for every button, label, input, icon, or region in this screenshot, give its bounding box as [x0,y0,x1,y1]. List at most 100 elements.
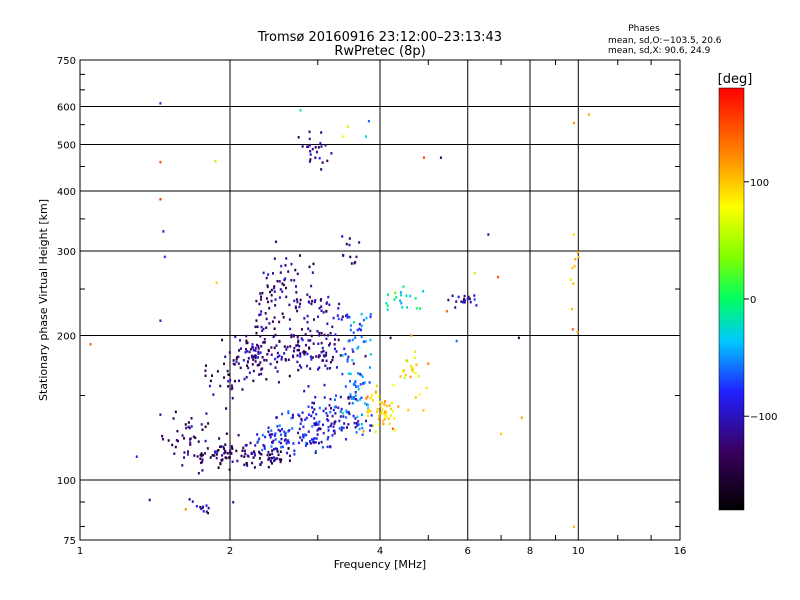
data-point [278,320,281,324]
data-point [256,364,259,367]
data-point [300,328,303,331]
data-point [393,417,396,420]
data-point [405,359,408,362]
data-point [288,303,291,307]
data-point [268,322,271,325]
data-point [357,345,360,349]
data-point [381,401,384,404]
data-point [325,337,328,341]
data-point [184,508,187,511]
data-point [278,280,281,283]
data-point [362,340,365,343]
data-point [248,350,251,354]
data-point [300,366,303,369]
data-point [245,462,248,465]
data-point [230,387,233,391]
data-point [281,282,284,285]
y-tick-label: 750 [57,56,76,67]
data-point [216,450,219,453]
data-point [572,525,575,529]
data-point [255,299,258,303]
data-point [335,366,338,369]
data-point [223,376,226,379]
data-point [356,347,359,350]
data-point [295,291,298,294]
data-point [245,443,248,447]
data-point [224,456,227,459]
data-point [355,421,358,425]
x-axis-label: Frequency [MHz] [334,558,426,571]
data-point [228,351,231,354]
data-point [320,341,323,345]
data-point [333,347,336,351]
data-point [355,255,358,259]
data-point [283,352,286,355]
data-point [362,429,365,433]
data-point [159,413,162,416]
data-point [312,262,315,266]
data-point [318,334,321,337]
data-point [332,316,335,320]
data-point [352,321,355,324]
data-point [333,405,336,409]
data-point [323,383,326,387]
data-point [265,326,268,329]
data-point [295,344,298,347]
data-point [299,352,302,355]
data-point [353,382,356,386]
data-point [223,362,226,366]
data-point [266,285,269,289]
data-point [367,119,370,123]
data-point [342,415,345,418]
data-point [331,356,334,359]
data-point [159,102,162,105]
data-point [388,422,391,426]
data-point [395,296,398,299]
data-point [405,294,408,298]
data-point [256,325,259,328]
data-point [403,376,406,380]
data-point [246,350,249,353]
data-point [266,284,269,287]
data-point [175,438,178,442]
data-point [212,393,215,396]
data-point [455,300,458,303]
data-point [233,363,236,366]
data-point [252,355,255,359]
data-point [192,435,195,439]
data-point [283,432,286,435]
data-point [215,453,218,456]
data-point [292,442,295,445]
data-point [259,463,262,467]
data-point [312,401,315,405]
data-point [333,422,336,425]
data-point [326,159,329,163]
data-point [239,339,242,342]
data-point [318,366,321,369]
data-point [571,266,574,270]
data-point [399,375,402,378]
data-point [287,270,290,273]
data-point [288,318,291,321]
data-point [321,446,324,449]
data-point [258,302,261,306]
data-point [285,442,288,445]
data-point [290,335,293,339]
data-point [338,427,341,430]
colorbar-ticks: 100 0 −100 [744,178,777,423]
data-point [263,341,266,344]
data-point [220,445,223,448]
data-point [320,145,323,148]
data-point [574,257,577,261]
data-point [296,354,299,357]
data-point [159,319,162,322]
data-point [260,461,263,464]
data-point [460,300,463,303]
data-point [209,379,212,383]
data-point [255,319,258,322]
data-point [269,436,272,439]
data-point [351,397,354,400]
data-point [215,456,218,460]
data-point [332,425,335,428]
data-point [268,433,271,437]
